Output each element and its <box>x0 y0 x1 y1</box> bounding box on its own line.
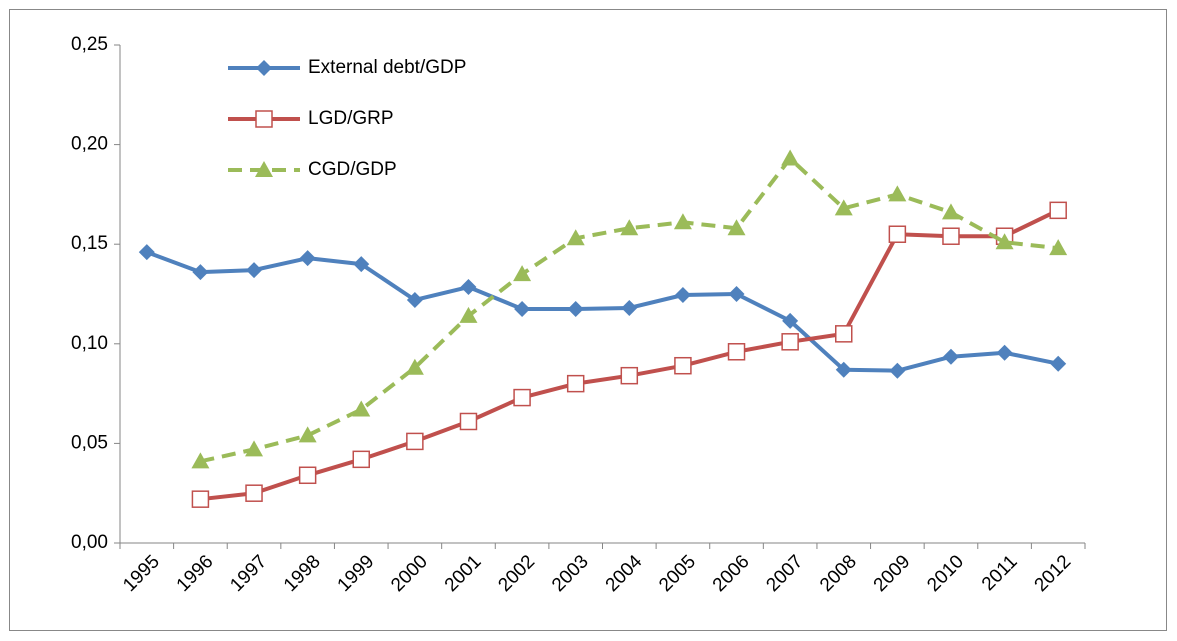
point-marker <box>888 185 907 202</box>
point-marker <box>567 300 584 317</box>
point-marker <box>834 199 853 216</box>
point-marker <box>513 265 532 282</box>
point-marker <box>621 299 638 316</box>
point-marker <box>727 343 746 361</box>
point-marker <box>299 250 316 267</box>
point-marker <box>460 279 477 296</box>
point-marker <box>1050 355 1067 372</box>
point-marker <box>673 213 692 230</box>
legend-label: CGD/GDP <box>308 159 397 180</box>
series-line <box>146 250 1059 373</box>
point-marker <box>620 219 639 236</box>
legend-marker <box>255 110 273 128</box>
y-tick-label: 0,00 <box>71 532 108 553</box>
point-marker <box>298 466 317 485</box>
point-marker <box>245 484 263 502</box>
series-line <box>199 156 1059 464</box>
point-marker <box>566 374 585 393</box>
point-marker <box>620 366 639 385</box>
legend-label: LGD/GRP <box>308 108 394 129</box>
point-marker <box>192 264 209 281</box>
point-marker <box>1049 201 1067 220</box>
point-marker <box>727 219 746 236</box>
point-marker <box>245 440 264 457</box>
point-marker <box>406 432 424 451</box>
point-marker <box>782 312 799 329</box>
point-marker <box>138 244 155 261</box>
point-marker <box>1049 239 1068 256</box>
legend-marker <box>255 161 273 177</box>
point-marker <box>459 412 478 431</box>
point-marker <box>728 286 745 302</box>
point-marker <box>674 356 692 375</box>
point-marker <box>835 361 852 378</box>
point-marker <box>353 256 370 273</box>
point-marker <box>298 426 317 443</box>
point-marker <box>835 325 853 343</box>
y-tick-label: 0,25 <box>71 34 108 55</box>
point-marker <box>941 203 960 220</box>
point-marker <box>889 362 906 379</box>
y-tick-label: 0,15 <box>71 233 108 254</box>
chart-border <box>9 9 1167 631</box>
legend-marker <box>256 60 272 76</box>
point-marker <box>406 291 423 308</box>
y-tick-label: 0,20 <box>71 134 108 155</box>
y-tick-label: 0,05 <box>71 432 108 453</box>
point-marker <box>781 149 800 166</box>
legend-label: External debt/GDP <box>308 57 466 78</box>
point-marker <box>459 306 478 323</box>
point-marker <box>352 450 370 469</box>
point-marker <box>888 225 907 243</box>
point-marker <box>942 348 959 365</box>
point-marker <box>191 452 210 469</box>
point-marker <box>674 286 691 303</box>
point-marker <box>246 262 263 279</box>
point-marker <box>191 490 210 508</box>
point-marker <box>995 233 1014 250</box>
point-marker <box>781 333 799 351</box>
point-marker <box>352 400 371 417</box>
point-marker <box>566 229 585 246</box>
point-marker <box>405 358 424 375</box>
y-tick-label: 0,10 <box>71 333 108 354</box>
point-marker <box>996 344 1013 361</box>
point-marker <box>513 388 531 407</box>
point-marker <box>942 227 960 245</box>
point-marker <box>514 300 531 317</box>
